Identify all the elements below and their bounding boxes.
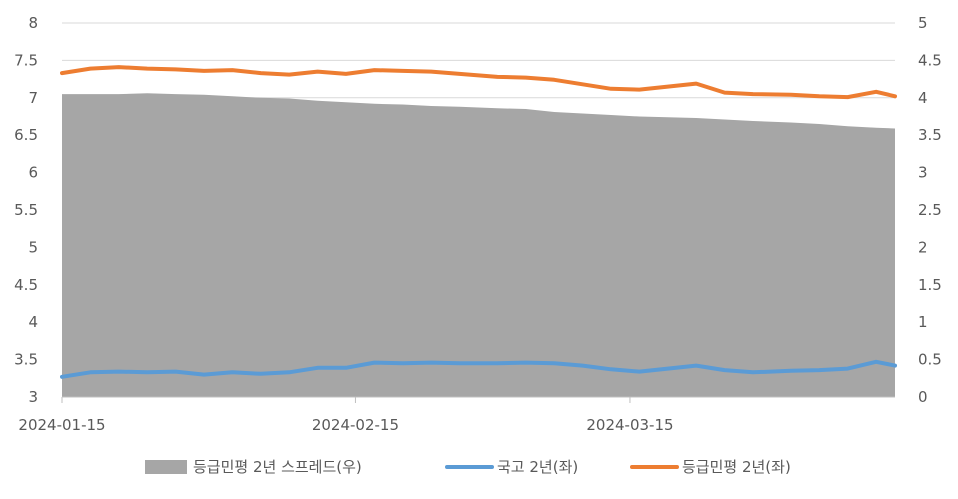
y-right-tick-label: 1: [918, 313, 928, 331]
y-right-tick-label: 4: [918, 89, 928, 107]
y-left-tick-label: 4.5: [14, 276, 38, 294]
y-left-tick-label: 6: [28, 164, 38, 182]
y-left-tick-label: 3.5: [14, 351, 38, 369]
line-series-2: [60, 65, 897, 100]
x-tick-label: 2024-03-15: [586, 416, 673, 434]
legend-label: 등급민평 2년 스프레드(우): [193, 458, 362, 476]
y-left-tick-label: 5: [28, 238, 38, 256]
y-left-tick-label: 8: [28, 14, 38, 32]
legend-label: 국고 2년(좌): [497, 458, 578, 476]
axes: 3 3.5 4 4.5 5 5.5 6 6.5 7 7.5 8 0 0.5 1 1.5 2 2.5 3 3.5 4 4.…: [14, 14, 942, 434]
line-series-layer: [60, 65, 897, 379]
line-series-1: [60, 359, 897, 379]
legend-label: 등급민평 2년(좌): [682, 458, 791, 476]
y-left-tick-label: 7: [28, 89, 38, 107]
y-right-tick-label: 0: [918, 388, 928, 406]
y-right-tick-label: 2.5: [918, 201, 942, 219]
area-series-spread: [62, 93, 895, 398]
y-left-tick-label: 7.5: [14, 51, 38, 69]
y-left-tick-label: 3: [28, 388, 38, 406]
area-series-layer: [62, 93, 895, 398]
x-tick-label: 2024-01-15: [18, 416, 105, 434]
x-tick-label: 2024-02-15: [312, 416, 399, 434]
y-right-tick-label: 3.5: [918, 126, 942, 144]
y-right-tick-label: 4.5: [918, 51, 942, 69]
y-right-tick-label: 1.5: [918, 276, 942, 294]
legend-swatch-area: [145, 460, 187, 474]
y-right-tick-label: 0.5: [918, 351, 942, 369]
y-left-tick-label: 6.5: [14, 126, 38, 144]
y-left-tick-label: 5.5: [14, 201, 38, 219]
y-left-tick-label: 4: [28, 313, 38, 331]
y-right-tick-label: 2: [918, 238, 928, 256]
y-right-tick-label: 5: [918, 14, 928, 32]
legend: 등급민평 2년 스프레드(우) 국고 2년(좌) 등급민평 2년(좌): [145, 458, 791, 476]
y-right-tick-label: 3: [918, 164, 928, 182]
